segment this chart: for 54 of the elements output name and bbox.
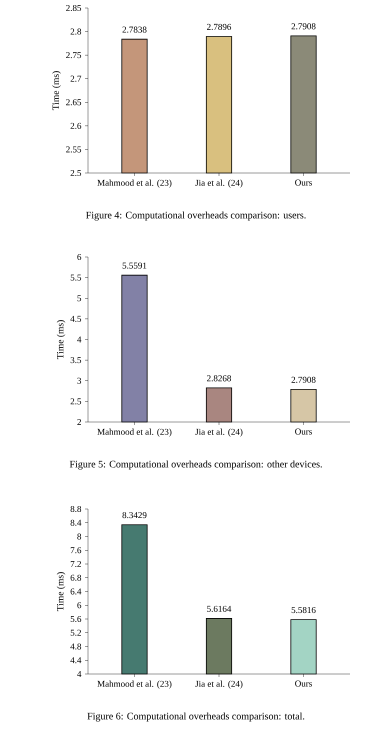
y-tick-label: 8.4 (70, 520, 82, 526)
data-label: 2.7908 (292, 376, 316, 383)
y-axis-title: Time (ms) (52, 71, 61, 110)
y-tick-label: 6.4 (70, 588, 82, 595)
y-tick-label: 7.6 (70, 547, 82, 554)
x-tick-label: Jia et al. (24) (195, 428, 242, 437)
x-tick-label: Jia et al. (24) (195, 680, 242, 689)
y-tick-label: 2 (77, 419, 81, 425)
y-tick-label: 8.8 (70, 506, 82, 512)
y-tick-label: 2.85 (66, 4, 82, 12)
y-tick-label: 4.8 (70, 643, 82, 650)
x-tick-label: Ours (295, 680, 312, 687)
y-tick-label: 5 (77, 295, 82, 302)
x-tick-label: Jia et al. (24) (195, 180, 242, 188)
y-tick-label: 3 (77, 378, 82, 384)
data-label: 2.8268 (207, 375, 232, 382)
y-tick-label: 5.6 (70, 616, 82, 622)
y-tick-label: 6 (77, 602, 82, 608)
y-tick-label: 6 (77, 254, 82, 260)
caption: Figure 6: Computational overheads comparison: total. (87, 712, 304, 722)
y-tick-label: 8 (77, 533, 82, 540)
caption: Figure 4: Computational overheads comparison: users. (86, 211, 306, 221)
y-tick-label: 5.5 (70, 274, 82, 281)
data-label: 5.5591 (122, 262, 146, 269)
y-tick-label: 4 (77, 336, 82, 342)
y-tick-label: 2.75 (66, 52, 82, 58)
caption: Figure 5: Computational overheads comparison: other devices. (70, 460, 322, 470)
data-label: 2.7908 (292, 23, 316, 30)
data-label: 8.3429 (122, 512, 146, 518)
data-label: 2.7838 (122, 26, 147, 33)
x-tick-label: Mahmood et al. (23) (97, 680, 172, 689)
data-label: 5.6164 (207, 606, 232, 612)
y-tick-label: 2.6 (70, 122, 82, 129)
y-tick-label: 2.7 (70, 76, 82, 82)
y-axis-title: Time (ms) (56, 572, 66, 612)
data-label: 5.5816 (292, 606, 316, 614)
y-tick-label: 4.5 (70, 316, 82, 322)
x-tick-label: Mahmood et al. (23) (97, 428, 172, 437)
y-tick-label: 2.8 (70, 28, 82, 35)
x-tick-label: Ours (295, 428, 312, 435)
y-tick-label: 5.2 (70, 630, 81, 636)
x-tick-label: Ours (295, 180, 312, 186)
y-tick-label: 7.2 (70, 560, 81, 568)
y-tick-label: 2.65 (66, 99, 82, 106)
y-tick-label: 3.5 (70, 357, 82, 364)
y-tick-label: 2.5 (70, 398, 82, 404)
x-tick-label: Mahmood et al. (23) (97, 180, 172, 188)
y-tick-label: 6.8 (70, 574, 82, 581)
y-tick-label: 2.55 (66, 146, 82, 152)
data-label: 2.7896 (207, 24, 232, 30)
y-tick-label: 2.5 (70, 170, 82, 176)
y-tick-label: 4.4 (70, 657, 82, 664)
y-tick-label: 4 (77, 671, 82, 677)
y-axis-title: Time (ms) (56, 320, 66, 360)
